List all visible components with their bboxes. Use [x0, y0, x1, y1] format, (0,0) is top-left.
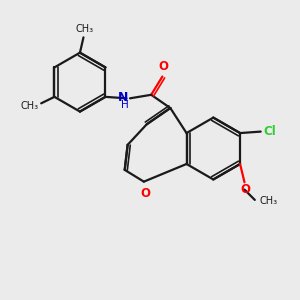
Text: O: O [240, 183, 250, 196]
Text: CH₃: CH₃ [259, 196, 277, 206]
Text: CH₃: CH₃ [21, 101, 39, 111]
Text: Cl: Cl [263, 125, 276, 138]
Text: O: O [158, 60, 168, 73]
Text: O: O [140, 187, 150, 200]
Text: CH₃: CH₃ [75, 23, 93, 34]
Text: N: N [118, 91, 128, 104]
Text: H: H [121, 100, 128, 110]
